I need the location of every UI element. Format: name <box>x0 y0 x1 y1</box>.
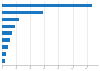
Bar <box>2 31 12 35</box>
Bar <box>2 11 43 14</box>
Bar <box>2 4 92 8</box>
Bar <box>2 45 8 49</box>
Bar <box>2 38 10 42</box>
Bar <box>2 18 19 21</box>
Bar <box>2 24 15 28</box>
Bar <box>2 59 5 63</box>
Bar <box>2 52 6 56</box>
